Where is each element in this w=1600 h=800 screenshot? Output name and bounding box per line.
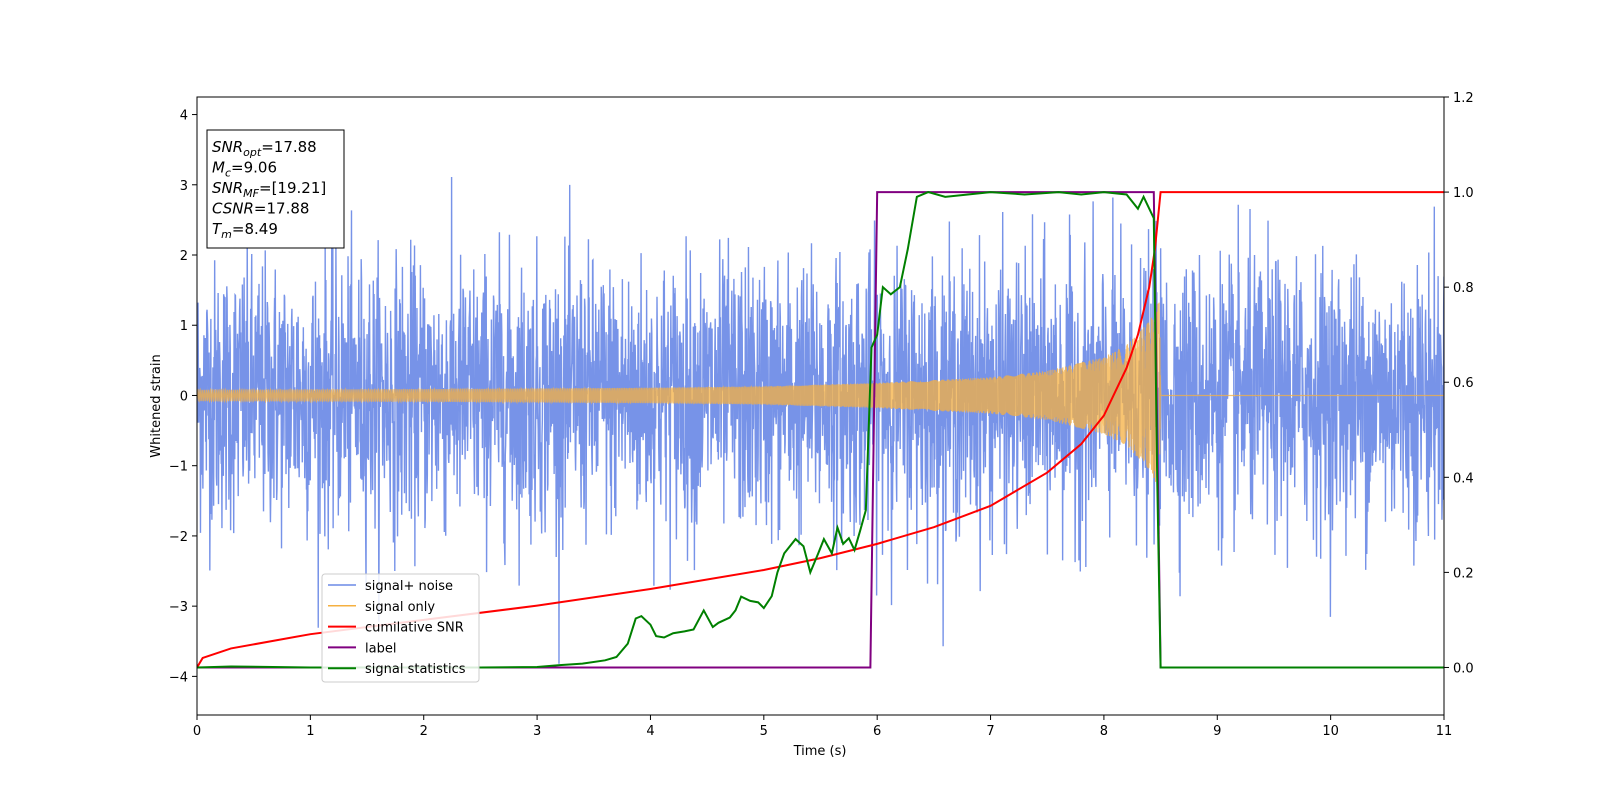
y-left-tick-label: −3: [169, 600, 188, 615]
annotation-line: SNRopt=17.88: [212, 138, 317, 159]
x-tick-label: 11: [1436, 724, 1453, 739]
y-right-tick-label: 0.2: [1453, 566, 1474, 581]
y-right-tick-label: 0.0: [1453, 661, 1474, 676]
annotation-box: SNRopt=17.88Mc=9.06SNRMF=[19.21]CSNR=17.…: [206, 129, 345, 249]
y-left-tick-label: 0: [180, 389, 188, 404]
x-tick-label: 0: [193, 724, 201, 739]
y-left-tick-label: 1: [180, 319, 188, 334]
x-tick-label: 2: [420, 724, 428, 739]
y-left-tick-label: −1: [169, 460, 188, 475]
legend: signal+ noise signal only cumilative SNR la…: [321, 573, 480, 683]
x-tick-label: 10: [1322, 724, 1339, 739]
x-tick-label: 1: [306, 724, 314, 739]
x-tick-label: 5: [760, 724, 768, 739]
annotation-line: CSNR=17.88: [212, 200, 309, 218]
x-tick-label: 8: [1100, 724, 1108, 739]
x-tick-label: 9: [1213, 724, 1221, 739]
x-tick-label: 3: [533, 724, 541, 739]
y-right-tick-label: 0.4: [1453, 471, 1474, 486]
y-left-tick-label: 3: [180, 179, 188, 194]
y-left-tick-label: −2: [169, 530, 188, 545]
y-axis-label: Whitened strain: [149, 354, 164, 457]
y-left-tick-label: 4: [180, 109, 188, 124]
legend-label: signal+ noise: [365, 579, 453, 594]
series-signal-noise-line: [197, 176, 1444, 664]
annotation-line: Tm=8.49: [212, 220, 278, 241]
series-signal-only-line: [197, 302, 1444, 482]
y-right-tick-label: 1.0: [1453, 186, 1474, 201]
annotation-line: Mc=9.06: [212, 159, 277, 180]
series-signal-statistics-line: [197, 191, 1444, 669]
x-axis: 0 1 2 3 4 5 6 7 8 9 10 11: [193, 715, 1452, 739]
legend-label: cumilative SNR: [365, 621, 464, 636]
legend-label: label: [365, 641, 396, 656]
y-left-tick-label: 2: [180, 249, 188, 264]
y-left-tick-label: −4: [169, 670, 188, 685]
legend-label: signal only: [365, 600, 435, 615]
x-tick-label: 6: [873, 724, 881, 739]
annotation-frame: [206, 129, 345, 249]
plot-frame: [196, 96, 1445, 716]
x-tick-label: 7: [986, 724, 994, 739]
y-axis-right: 0.0 0.2 0.4 0.6 0.8 1.0 1.2: [1444, 91, 1474, 676]
x-axis-label: Time (s): [793, 744, 847, 759]
y-right-tick-label: 0.8: [1453, 281, 1474, 296]
x-tick-label: 4: [646, 724, 654, 739]
y-right-tick-label: 0.6: [1453, 376, 1474, 391]
annotation-line: SNRMF=[19.21]: [212, 179, 326, 200]
y-right-tick-label: 1.2: [1453, 91, 1474, 106]
y-axis-left: −4 −3 −2 −1 0 1 2 3 4: [169, 109, 197, 685]
legend-frame: [321, 573, 480, 683]
legend-label: signal statistics: [365, 662, 466, 677]
